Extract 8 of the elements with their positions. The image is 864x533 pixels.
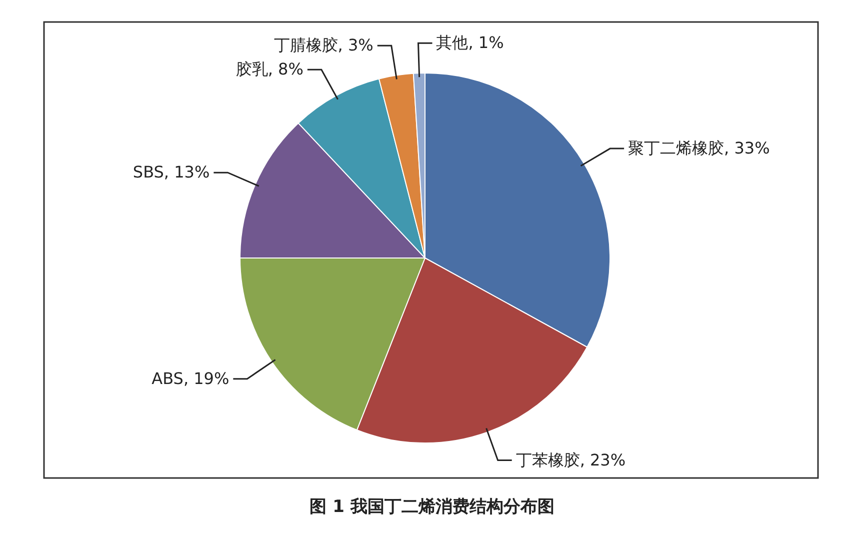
slice-label: 丁苯橡胶, 23% (516, 450, 626, 470)
slice-label: 聚丁二烯橡胶, 33% (628, 138, 770, 158)
text: 图 1 我国丁二烯消费结构分布图 (310, 497, 554, 517)
slice-label: 胶乳, 8% (236, 60, 304, 79)
slice-label: 丁腈橡胶, 3% (274, 36, 374, 55)
slice-label: ABS, 19% (152, 368, 230, 388)
slice-label: 其他, 1% (436, 33, 504, 52)
slice-label: SBS, 13% (132, 162, 210, 182)
